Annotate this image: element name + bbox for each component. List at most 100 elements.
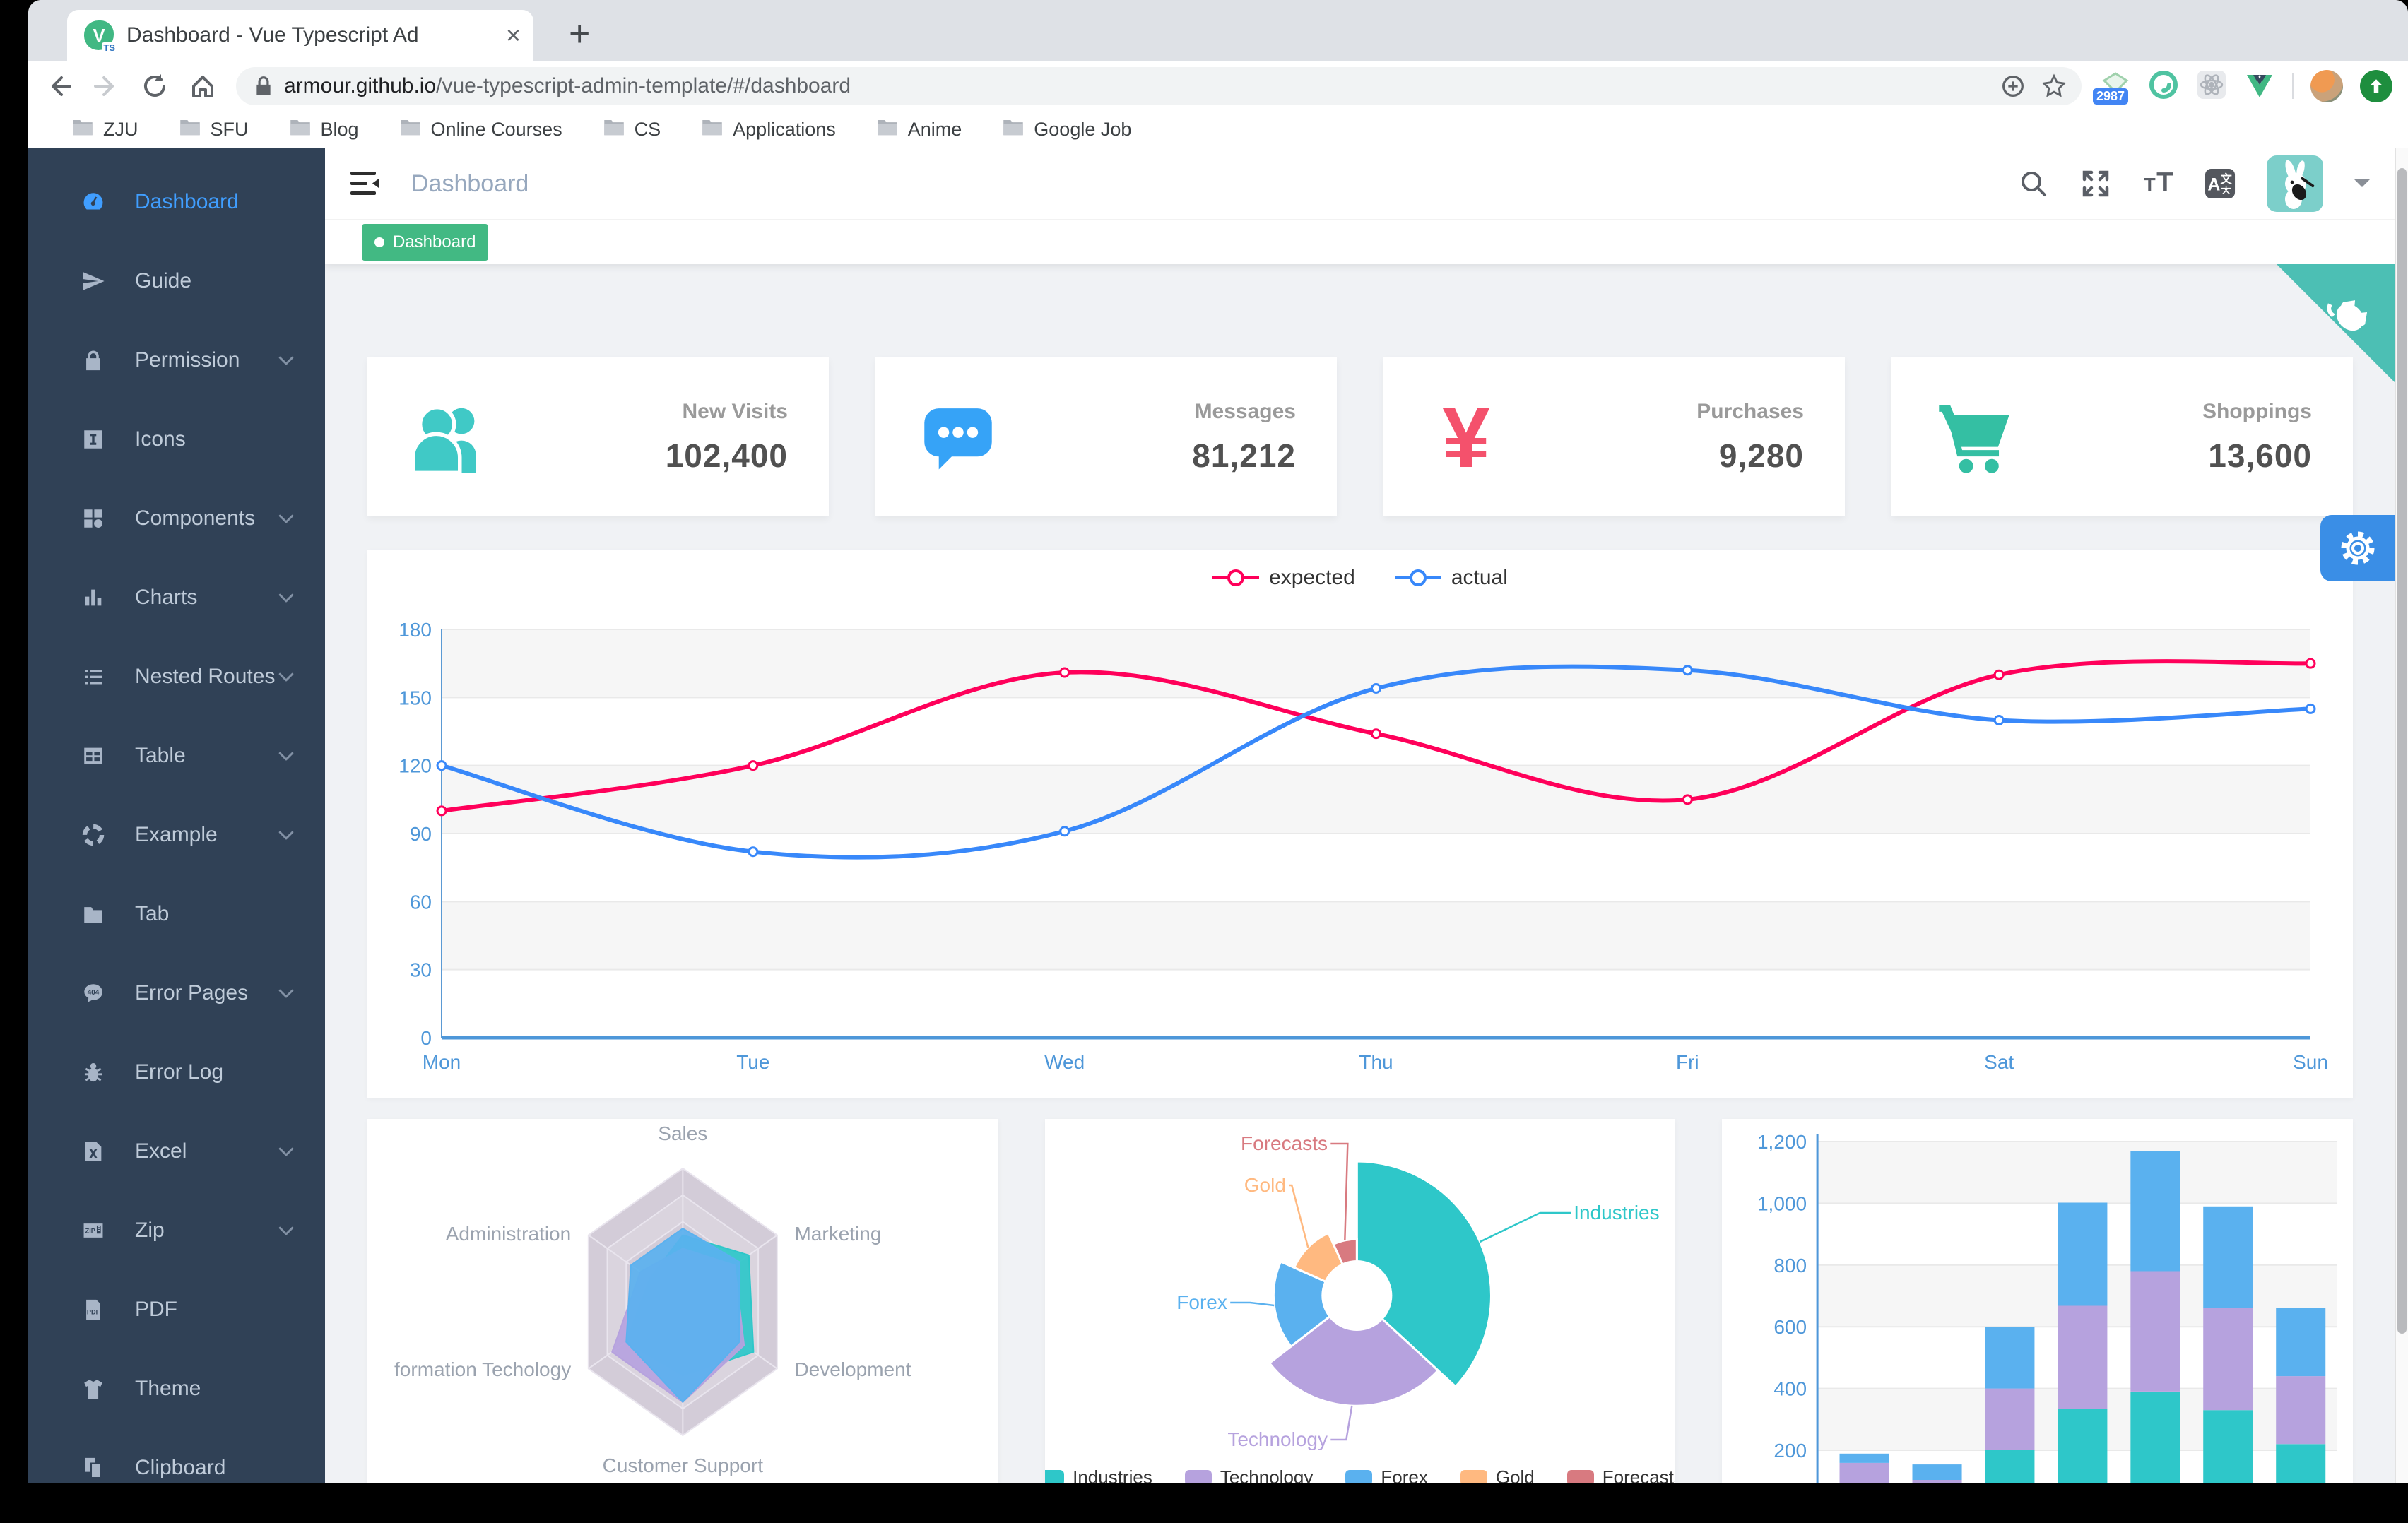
sidebar-item-pdf[interactable]: PDF PDF [28, 1270, 325, 1349]
line-chart[interactable]: 0 30 60 90 120 150 180 Mon Tue Wed Thu Fri Sat Sun [367, 550, 2353, 1098]
address-bar[interactable]: armour.github.io/vue-typescript-admin-te… [236, 67, 2082, 105]
tag-active-dot [374, 237, 384, 247]
star-icon[interactable] [2039, 71, 2069, 101]
browser-window: V TS Dashboard - Vue Typescript Ad × + ar… [28, 0, 2408, 1483]
pie-legend-item-industries[interactable]: Industries [1044, 1466, 1152, 1483]
back-icon[interactable] [44, 71, 73, 101]
extension-vue-devtools-icon[interactable] [2244, 69, 2275, 104]
sidebar-item-components[interactable]: Components [28, 479, 325, 558]
sidebar-item-label: Error Log [135, 1060, 224, 1084]
stat-card-new-visits[interactable]: New Visits 102,400 [367, 357, 829, 516]
stat-card-messages[interactable]: Messages 81,212 [875, 357, 1337, 516]
sidebar-item-label: Clipboard [135, 1456, 226, 1479]
sidebar-item-permission[interactable]: Permission [28, 321, 325, 400]
pie-chart[interactable] [1045, 1119, 1676, 1483]
pie-label-industries: Industries [1574, 1202, 1660, 1223]
sidebar-item-nested-routes[interactable]: Nested Routes [28, 637, 325, 716]
sidebar-item-label: Theme [135, 1377, 201, 1400]
github-corner-icon[interactable] [2277, 264, 2395, 383]
chevron-down-icon [276, 508, 297, 529]
bookmark-item[interactable]: ZJU [72, 118, 138, 141]
sidebar-item-icons[interactable]: Icons [28, 400, 325, 479]
sidebar-item-error-log[interactable]: Error Log [28, 1033, 325, 1112]
sidebar-item-excel[interactable]: Excel [28, 1112, 325, 1191]
fullscreen-icon[interactable] [2080, 168, 2111, 199]
hamburger-icon[interactable] [350, 171, 382, 196]
svg-text:A: A [2207, 175, 2220, 195]
bookmark-item[interactable]: Blog [290, 118, 359, 141]
sidebar-item-label: Components [135, 506, 256, 530]
bookmark-item[interactable]: CS [603, 118, 661, 141]
browser-tab[interactable]: V TS Dashboard - Vue Typescript Ad × [67, 10, 533, 61]
lock-icon [256, 76, 271, 95]
legend-item-actual[interactable]: actual [1394, 566, 1508, 590]
tab-strip: V TS Dashboard - Vue Typescript Ad × + [28, 0, 2408, 61]
settings-panel-button[interactable] [2320, 515, 2395, 581]
bookmark-item[interactable]: Google Job [1003, 118, 1131, 141]
svg-text:Tue: Tue [736, 1051, 769, 1073]
excel-icon [81, 1139, 105, 1163]
pdf-icon: PDF [81, 1298, 105, 1322]
chrome-update-icon[interactable] [2360, 70, 2392, 102]
sidebar-item-dashboard[interactable]: Dashboard [28, 162, 325, 242]
tab-close-icon[interactable]: × [505, 20, 521, 49]
svg-text:文: 文 [2220, 172, 2232, 186]
tag-dashboard[interactable]: Dashboard [362, 223, 489, 261]
pie-legend-item-technology[interactable]: Technology [1184, 1466, 1313, 1483]
sidebar-item-tab[interactable]: Tab [28, 875, 325, 954]
home-icon[interactable] [188, 71, 218, 101]
sidebar-item-table[interactable]: Table [28, 716, 325, 795]
page-scrollbar[interactable] [2395, 148, 2408, 1483]
sidebar-item-example[interactable]: Example [28, 795, 325, 875]
sidebar-item-clipboard[interactable]: Clipboard [28, 1428, 325, 1483]
app-root: Dashboard Guide Permission Icons Compone… [28, 148, 2408, 1483]
bookmark-item[interactable]: Applications [702, 118, 836, 141]
extension-onetab-icon[interactable]: 2987 [2093, 71, 2131, 105]
scrollbar-thumb[interactable] [2397, 168, 2407, 1334]
sidebar-item-zip[interactable]: ZIP Zip [28, 1191, 325, 1270]
avatar-caret-icon[interactable] [2354, 179, 2370, 195]
bookmark-item[interactable]: Online Courses [400, 118, 562, 141]
stat-card-purchases[interactable]: ¥ Purchases 9,280 [1383, 357, 1845, 516]
toolbar-separator [2292, 73, 2294, 99]
pie-legend-item-forex[interactable]: Forex [1345, 1466, 1428, 1483]
sidebar-item-error-pages[interactable]: 404 Error Pages [28, 954, 325, 1033]
stat-card-value: 102,400 [665, 437, 788, 474]
pie-legend-item-gold[interactable]: Gold [1460, 1466, 1535, 1483]
sidebar-item-charts[interactable]: Charts [28, 558, 325, 637]
legend-item-expected[interactable]: expected [1212, 566, 1355, 590]
chevron-down-icon [276, 587, 297, 608]
svg-text:Sun: Sun [2293, 1051, 2328, 1073]
sidebar-item-theme[interactable]: Theme [28, 1349, 325, 1428]
stat-card-shoppings[interactable]: Shoppings 13,600 [1891, 357, 2353, 516]
svg-text:0: 0 [420, 1027, 432, 1049]
tab-title: Dashboard - Vue Typescript Ad [126, 23, 499, 47]
new-tab-button[interactable]: + [569, 13, 591, 54]
reload-icon[interactable] [140, 71, 170, 101]
extension-green-icon[interactable] [2148, 69, 2179, 104]
forward-icon[interactable] [92, 71, 122, 101]
bookmark-item[interactable]: Anime [877, 118, 962, 141]
sidebar-item-label: Charts [135, 586, 198, 609]
extension-react-devtools-icon[interactable] [2196, 69, 2227, 104]
search-icon[interactable] [2018, 168, 2049, 199]
sidebar-item-guide[interactable]: Guide [28, 242, 325, 321]
bookmarks-bar: ZJU SFU Blog Online Courses CS Applicati… [28, 112, 2408, 148]
bookmark-label: Google Job [1034, 119, 1132, 140]
svg-text:1,200: 1,200 [1757, 1131, 1807, 1153]
user-avatar[interactable] [2267, 155, 2323, 212]
radar-chart[interactable]: Sales Marketing Development Customer Suppor… [367, 1119, 998, 1483]
bookmark-label: Blog [320, 119, 359, 140]
bookmark-item[interactable]: SFU [179, 118, 249, 141]
svg-text:400: 400 [1774, 1378, 1807, 1400]
pie-label-technology: Technology [1227, 1428, 1328, 1450]
svg-text:1,000: 1,000 [1757, 1192, 1807, 1214]
chevron-down-icon [276, 824, 297, 846]
pie-legend-item-forecasts[interactable]: Forecasts [1566, 1466, 1675, 1483]
browser-profile-avatar[interactable] [2310, 70, 2343, 102]
zoom-plus-icon[interactable] [1998, 71, 2028, 101]
